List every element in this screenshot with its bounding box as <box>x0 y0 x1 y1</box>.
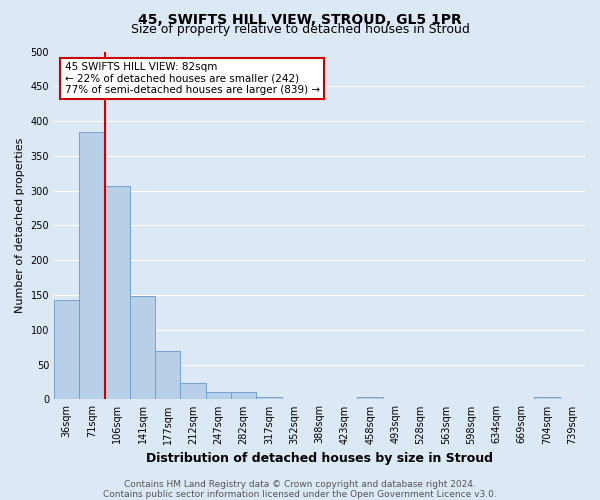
Text: 45, SWIFTS HILL VIEW, STROUD, GL5 1PR: 45, SWIFTS HILL VIEW, STROUD, GL5 1PR <box>138 12 462 26</box>
Bar <box>155 350 181 400</box>
Bar <box>181 384 206 400</box>
X-axis label: Distribution of detached houses by size in Stroud: Distribution of detached houses by size … <box>146 452 493 465</box>
Bar <box>54 300 79 400</box>
Bar <box>206 392 231 400</box>
Y-axis label: Number of detached properties: Number of detached properties <box>15 138 25 313</box>
Bar <box>535 396 560 400</box>
Bar <box>79 132 104 400</box>
Bar <box>104 186 130 400</box>
Bar <box>130 296 155 400</box>
Text: Size of property relative to detached houses in Stroud: Size of property relative to detached ho… <box>131 24 469 36</box>
Text: 45 SWIFTS HILL VIEW: 82sqm
← 22% of detached houses are smaller (242)
77% of sem: 45 SWIFTS HILL VIEW: 82sqm ← 22% of deta… <box>65 62 320 95</box>
Text: Contains HM Land Registry data © Crown copyright and database right 2024.
Contai: Contains HM Land Registry data © Crown c… <box>103 480 497 499</box>
Bar <box>256 396 281 400</box>
Bar <box>231 392 256 400</box>
Bar <box>358 396 383 400</box>
